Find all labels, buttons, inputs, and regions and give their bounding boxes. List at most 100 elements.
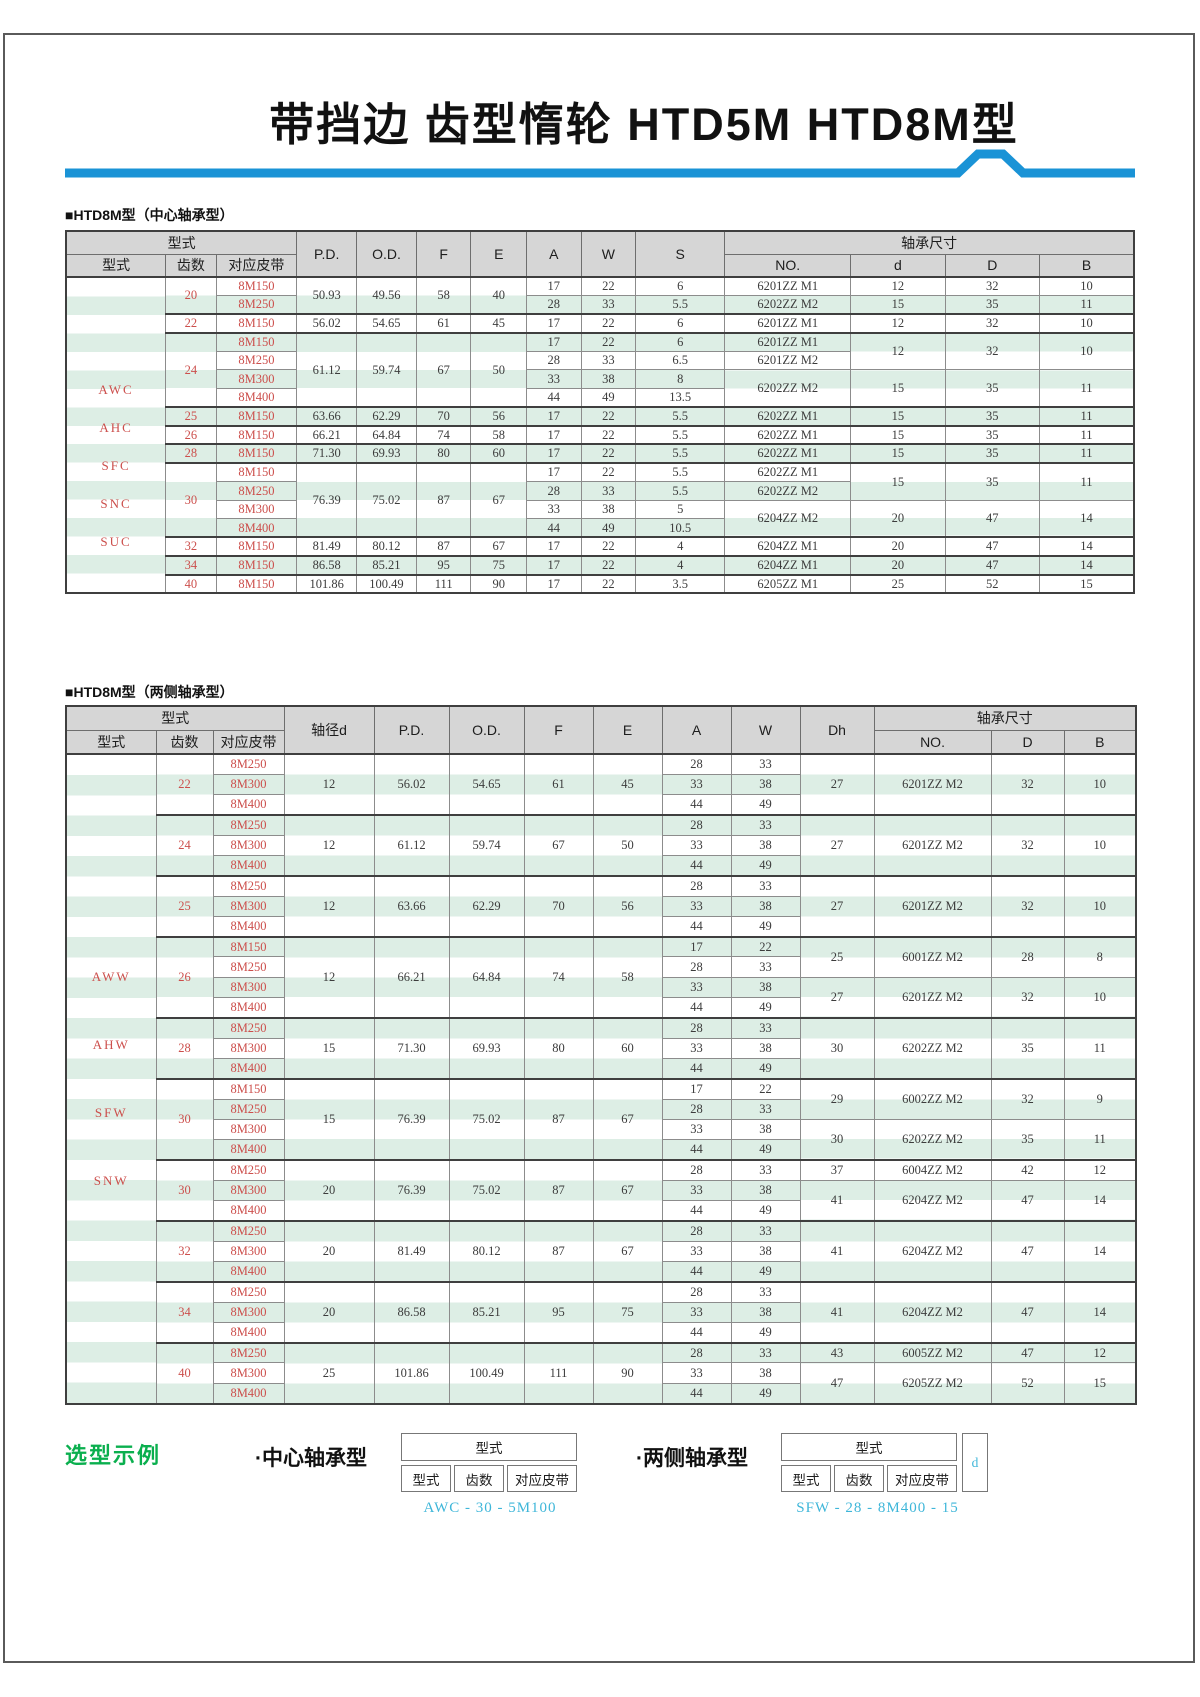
side-example-box-teeth: 齿数 bbox=[834, 1465, 884, 1492]
table-cell: 8M150 bbox=[215, 461, 298, 483]
table-cell: 32 bbox=[944, 313, 1041, 334]
table-row: 30 8M150 76.39 75.02 87 67 17 22 5.5 6202ZZ M1 15 3… bbox=[66, 461, 1135, 538]
table-cell: 8M400 bbox=[212, 1260, 285, 1283]
table-cell: 95 bbox=[523, 1280, 594, 1344]
type-codes: AWC AHC SFC SNC SUC bbox=[67, 279, 165, 592]
table-cell: 76.39 bbox=[373, 1077, 450, 1161]
table-cell: 28 bbox=[165, 443, 217, 464]
table-cell: 12 bbox=[1063, 1341, 1137, 1364]
table-cell: 8M250 bbox=[212, 874, 285, 897]
table-cell: 25 bbox=[850, 573, 946, 594]
table-row: 26 8M150 66.21 64.84 74 58 17 22 5.5 6202ZZ M1 15 3… bbox=[66, 424, 1135, 445]
table-row: 8M250 28 33 bbox=[66, 956, 1136, 978]
title-rule bbox=[65, 149, 1135, 178]
table-cell: 25 bbox=[283, 1341, 375, 1404]
table-cell: 35 bbox=[944, 443, 1041, 464]
table-cell: 5.5 bbox=[635, 443, 726, 464]
table-cell: 8M250 bbox=[212, 956, 285, 978]
table-cell: 66.21 bbox=[373, 935, 450, 1019]
type-code: SFW bbox=[94, 1105, 128, 1121]
type-codes: AWW AHW SFW SNW bbox=[67, 756, 155, 1403]
table-cell: 56.02 bbox=[373, 753, 450, 816]
table-cell: 22 bbox=[580, 461, 637, 483]
table-cell: 67 bbox=[592, 1158, 663, 1222]
table-cell: 44 bbox=[661, 854, 732, 877]
table-cell: 76.39 bbox=[296, 461, 358, 538]
table-row: 24 8M250 12 61.12 59.74 67 50 28 33 27 6201ZZ M2 32… bbox=[66, 813, 1137, 877]
table-cell: 38 bbox=[730, 1362, 801, 1384]
table-cell: 6004ZZ M2 bbox=[873, 1158, 992, 1181]
table-cell: 8 bbox=[635, 369, 726, 390]
table-cell: 11 bbox=[1063, 1016, 1137, 1080]
table-cell: 8M400 bbox=[212, 854, 285, 877]
table-cell: 52 bbox=[990, 1362, 1065, 1404]
table-cell: 17 bbox=[526, 276, 582, 297]
table-cell: 75.02 bbox=[356, 461, 417, 538]
table-cell: 33 bbox=[661, 976, 732, 999]
table-cell: 70 bbox=[415, 406, 472, 427]
table-cell: 74 bbox=[523, 935, 594, 1019]
table-cell: 28 bbox=[661, 874, 732, 897]
header-cell: P.D. bbox=[296, 230, 358, 278]
table-cell: 32 bbox=[990, 753, 1065, 816]
table-row: 34 8M150 86.58 85.21 95 75 17 22 4 6204ZZ M1 20 47 1… bbox=[66, 554, 1135, 575]
table-cell: 22 bbox=[580, 443, 637, 464]
header-cell: 型式 bbox=[65, 230, 298, 255]
table-cell: 8M400 bbox=[212, 915, 285, 938]
table-row: 30 8M150 15 76.39 75.02 87 67 17 22 29 6002ZZ M2 32… bbox=[66, 1077, 1137, 1161]
header-row: 型式 P.D. O.D. F E A W S 轴承尺寸 bbox=[65, 230, 1135, 278]
table-row: 8M250 28 33 5.5 6202ZZ M2 bbox=[66, 481, 1134, 501]
table-cell: 6202ZZ M2 bbox=[873, 1118, 992, 1161]
table-cell: 33 bbox=[661, 834, 732, 856]
table-cell: 63.66 bbox=[373, 874, 450, 938]
table-cell: 5.5 bbox=[635, 295, 726, 315]
table-cell: 12 bbox=[283, 813, 375, 877]
table-cell: 32 bbox=[944, 331, 1041, 371]
table-row: 8M300 33 38 5 6204ZZ M2 20 47 14 bbox=[66, 499, 1135, 538]
type-code: AHC bbox=[99, 419, 133, 435]
type-code: SNW bbox=[93, 1173, 129, 1189]
table-cell: 8M150 bbox=[215, 443, 298, 464]
table-cell: 11 bbox=[1039, 443, 1135, 464]
table-row: 8M300 33 38 41 6204ZZ M2 47 14 bbox=[66, 1179, 1137, 1222]
table-cell: 24 bbox=[155, 813, 214, 877]
table-cell: 8M150 bbox=[212, 1077, 285, 1100]
table-cell: 44 bbox=[661, 1260, 732, 1283]
table-cell: 22 bbox=[580, 573, 637, 594]
table-cell: AWW AHW SFW SNW bbox=[65, 753, 157, 1404]
table-cell: 10.5 bbox=[635, 518, 726, 538]
table-cell: 4 bbox=[635, 554, 726, 575]
table-cell: 15 bbox=[850, 461, 946, 501]
table-cell: 33 bbox=[730, 1016, 801, 1039]
header-cell: 齿数 bbox=[155, 729, 214, 755]
side-example-type-header-box: 型式 bbox=[781, 1433, 957, 1461]
table-cell: 58 bbox=[592, 935, 663, 1019]
table-cell: 8M400 bbox=[212, 1139, 285, 1161]
table-cell: 56 bbox=[592, 874, 663, 938]
table-cell: 41 bbox=[799, 1280, 875, 1344]
table-cell: 8M300 bbox=[215, 369, 298, 390]
table-cell: 6202ZZ M2 bbox=[724, 369, 852, 408]
table-cell: 44 bbox=[661, 1382, 732, 1405]
table-cell: 6001ZZ M2 bbox=[873, 935, 992, 978]
table-cell: 33 bbox=[526, 499, 582, 520]
table-cell: 17 bbox=[526, 424, 582, 445]
table-cell: 70 bbox=[523, 874, 594, 938]
table-cell: 38 bbox=[730, 1240, 801, 1262]
table-cell: 38 bbox=[730, 1118, 801, 1141]
table-cell: 17 bbox=[526, 554, 582, 575]
table-cell: 49 bbox=[730, 1057, 801, 1080]
table-cell: 8M300 bbox=[212, 976, 285, 999]
table-cell: 95 bbox=[415, 554, 472, 575]
table-cell: 22 bbox=[580, 424, 637, 445]
table-row: 8M400 44 49 bbox=[66, 997, 1136, 1019]
table-cell: 8M300 bbox=[212, 773, 285, 796]
table-cell: 15 bbox=[283, 1077, 375, 1161]
table-cell: 58 bbox=[415, 275, 472, 315]
table-cell: 24 bbox=[165, 331, 217, 408]
header-cell: O.D. bbox=[448, 705, 525, 755]
table-cell: 10 bbox=[1063, 874, 1137, 938]
table-cell: 8M400 bbox=[212, 997, 285, 1019]
table-cell: 35 bbox=[944, 295, 1041, 315]
table-cell: 33 bbox=[730, 1280, 801, 1303]
